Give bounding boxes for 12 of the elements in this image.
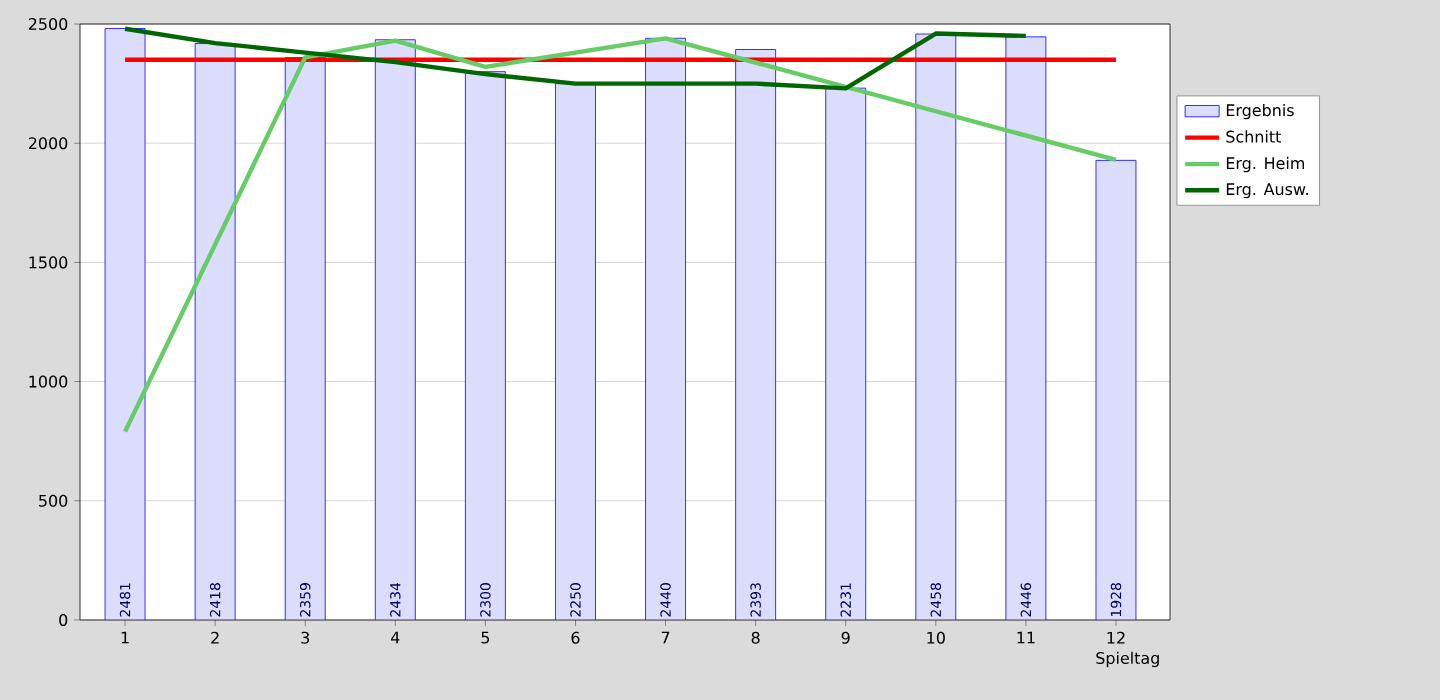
bar — [464, 71, 506, 620]
line-series — [122, 36, 1119, 434]
bar — [645, 37, 686, 620]
bar — [735, 49, 777, 620]
bar — [104, 28, 146, 620]
bar — [374, 39, 416, 620]
bar — [915, 33, 957, 620]
bar — [555, 83, 596, 620]
bar — [825, 87, 867, 620]
bar — [1005, 36, 1047, 620]
bar — [194, 43, 236, 620]
bar — [1095, 159, 1137, 620]
